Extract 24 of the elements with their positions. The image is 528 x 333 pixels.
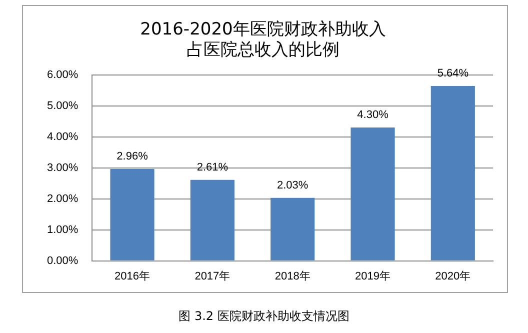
caption: 图 3.2 医院财政补助收支情况图 <box>178 308 350 325</box>
data-label: 2.96% <box>116 150 148 163</box>
x-tick-label: 2020年 <box>435 270 471 282</box>
data-label: 2.61% <box>196 161 228 174</box>
bar <box>110 169 154 260</box>
y-tick-label: 2.00% <box>46 192 78 205</box>
y-tick-label: 6.00% <box>46 68 78 81</box>
x-tick-label: 2017年 <box>194 270 230 282</box>
data-label: 5.64% <box>437 67 469 80</box>
bar <box>350 128 395 260</box>
x-tick-label: 2019年 <box>355 270 390 282</box>
data-label: 4.30% <box>357 109 389 122</box>
bar <box>270 198 315 260</box>
y-tick-label: 5.00% <box>46 100 78 112</box>
y-tick-label: 1.00% <box>46 224 78 236</box>
y-tick-label: 0.00% <box>46 254 78 267</box>
data-label: 2.03% <box>276 179 308 192</box>
chart-title: 2016-2020年医院财政补助收入占医院总收入的比例 <box>140 20 386 60</box>
y-tick-label: 4.00% <box>46 130 78 143</box>
x-tick-label: 2016年 <box>114 270 150 282</box>
x-tick-label: 2018年 <box>274 270 310 282</box>
y-tick-label: 3.00% <box>46 162 78 174</box>
bar <box>190 180 234 260</box>
bar <box>430 86 475 260</box>
